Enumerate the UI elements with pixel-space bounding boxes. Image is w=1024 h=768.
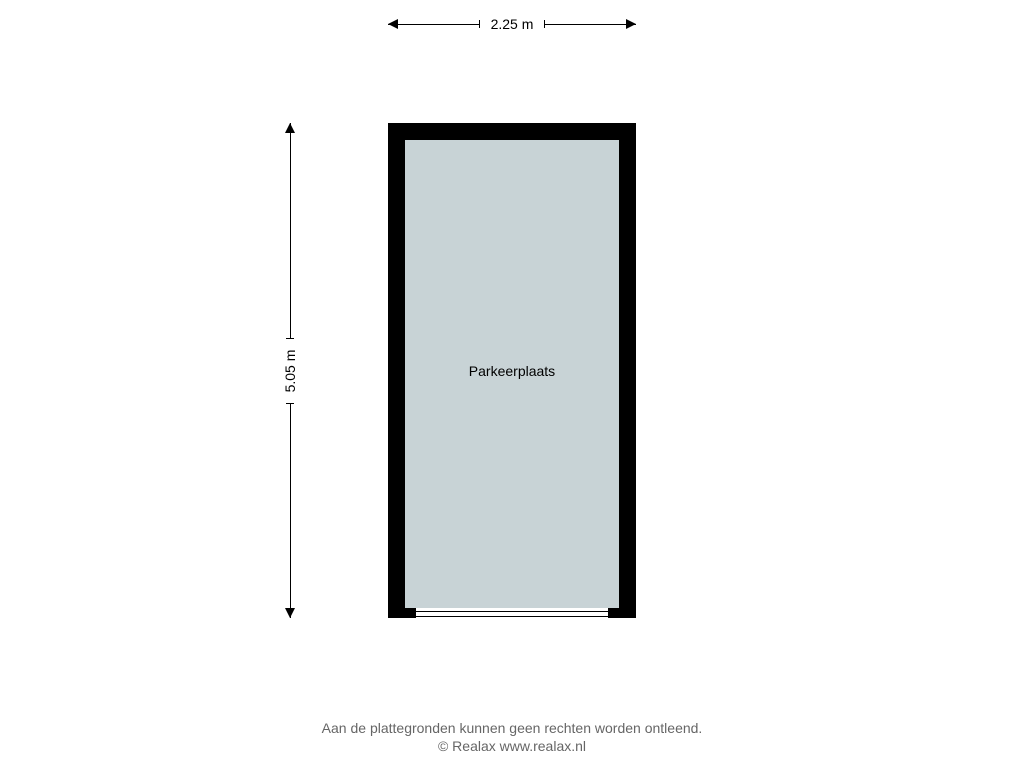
dimension-height-label: 5.05 m — [282, 349, 298, 392]
floorplan-canvas: 2.25 m 5.05 m Parkeerplaats Aan de platt… — [0, 0, 1024, 768]
door-track-top — [416, 611, 608, 612]
dimension-height-tick-top — [286, 338, 294, 339]
dimension-height-line-bottom — [290, 403, 291, 619]
dimension-height-arrow-bottom — [285, 608, 295, 618]
room-parkeerplaats: Parkeerplaats — [388, 123, 636, 618]
dimension-height-line-top — [290, 123, 291, 339]
footer-copyright: © Realax www.realax.nl — [438, 738, 586, 754]
dimension-height-arrow-top — [285, 123, 295, 133]
door-track-bottom — [416, 616, 608, 617]
footer-disclaimer: Aan de plattegronden kunnen geen rechten… — [322, 720, 703, 736]
dimension-height-tick-bottom — [286, 403, 294, 404]
room-label: Parkeerplaats — [469, 363, 555, 379]
